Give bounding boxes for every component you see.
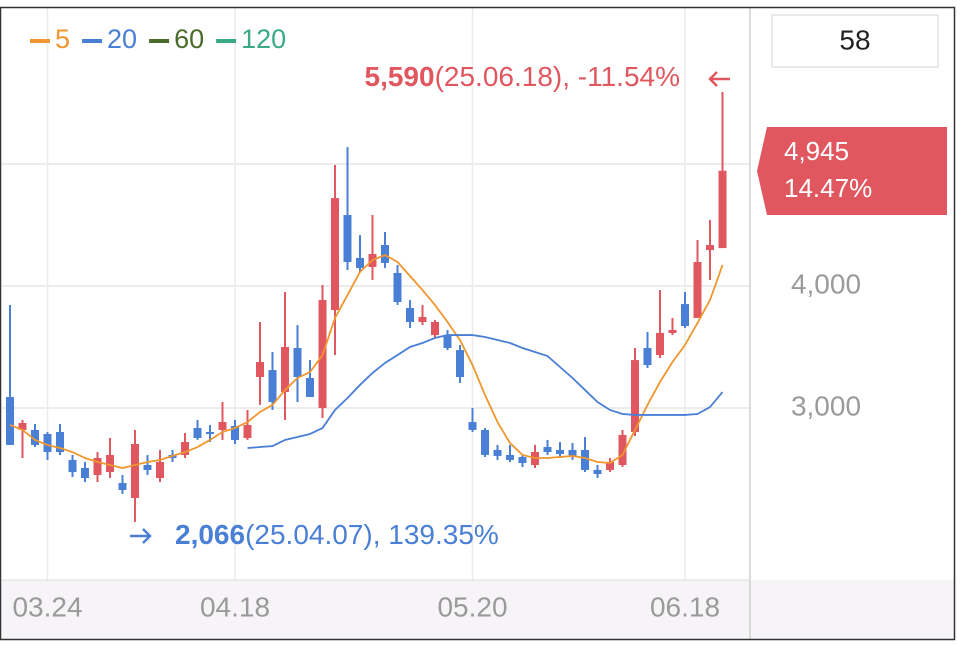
candle-body (593, 469, 602, 474)
candle-body (706, 245, 714, 251)
candle-body (231, 426, 239, 440)
candle-body (131, 443, 139, 499)
legend: 5 20 60 120 (30, 24, 286, 54)
candle-body (43, 433, 52, 453)
x-tick-label: 06.18 (650, 591, 720, 622)
candle-body (268, 370, 277, 403)
candle-body (206, 432, 214, 435)
frame (0, 6, 956, 641)
candle-body (31, 429, 39, 445)
count-box (771, 14, 939, 68)
candle-body (306, 377, 314, 398)
candle-body (118, 483, 127, 490)
candle-body (406, 307, 414, 322)
x-tick-label: 03.24 (12, 591, 82, 622)
candle-body (331, 198, 339, 311)
legend-label: 120 (241, 24, 286, 54)
high-marker-text: (25.06.18), -11.54% (435, 61, 680, 92)
candle-body (493, 449, 502, 456)
high-arrow (708, 71, 730, 87)
candle-body (143, 464, 152, 470)
candle-body (256, 362, 264, 378)
candle-body (481, 429, 489, 455)
price-tag-price: 4,945 (784, 136, 849, 166)
candle-body (718, 170, 727, 249)
y-tick-label: 3,000 (791, 390, 861, 421)
plot-area (6, 92, 727, 522)
legend-label: 5 (55, 24, 70, 54)
candle-body (156, 462, 164, 479)
candle-body (518, 457, 527, 464)
legend-label: 60 (174, 24, 204, 54)
candle-body (631, 360, 639, 433)
candle-body (106, 454, 114, 473)
candle-body (243, 424, 252, 439)
candle-body (506, 454, 514, 460)
low-arrow (130, 528, 152, 544)
candle-body (606, 462, 614, 470)
candle-body (281, 347, 289, 393)
candle-body (581, 449, 589, 470)
x-tick-label: 04.18 (200, 591, 270, 622)
candle-body (93, 458, 102, 475)
candle-body (218, 422, 227, 430)
candle-body (656, 332, 664, 356)
candle-body (6, 397, 14, 445)
candle-body (343, 215, 352, 262)
candle-body (293, 347, 302, 378)
candle-body (393, 272, 402, 302)
y-tick-label: 4,000 (791, 268, 861, 299)
candle-body (468, 422, 477, 430)
candle-body (18, 423, 27, 430)
legend-label: 20 (107, 24, 137, 54)
candle-body (381, 245, 389, 263)
candle-body (681, 304, 689, 327)
candle-body (68, 459, 77, 473)
price-tag-change: 14.47% (784, 173, 872, 203)
low-marker: 2,066(25.04.07), 139.35% (175, 519, 499, 550)
x-axis-band (0, 580, 750, 640)
candle-body (443, 335, 452, 348)
candle-body (431, 321, 439, 336)
candle-body (418, 316, 427, 322)
grid (0, 8, 750, 580)
candle-body (181, 442, 189, 455)
candle-body (643, 347, 652, 366)
candle-body (568, 449, 577, 456)
candle-body (556, 449, 564, 454)
candle-body (193, 428, 202, 439)
candle-body (456, 350, 464, 378)
moving-average-line (9, 254, 724, 469)
candle-body (668, 330, 677, 333)
high-marker-value: 5,590 (365, 61, 435, 92)
candle-body (618, 434, 627, 465)
candle-body (56, 432, 64, 453)
corner-band (751, 580, 955, 640)
candle-body (356, 257, 364, 268)
low-marker-value: 2,066 (175, 519, 245, 550)
candle-body (693, 261, 702, 318)
x-axis: 03.24 04.18 05.20 06.18 (12, 591, 720, 622)
x-tick-label: 05.20 (437, 591, 507, 622)
candle-body (81, 468, 89, 479)
high-marker: 5,590(25.06.18), -11.54% (365, 61, 681, 92)
low-marker-text: (25.04.07), 139.35% (245, 519, 499, 550)
price-tag (757, 127, 947, 215)
candle-body (543, 447, 552, 453)
moving-average-line (247, 334, 724, 449)
count-value: 58 (839, 24, 870, 55)
